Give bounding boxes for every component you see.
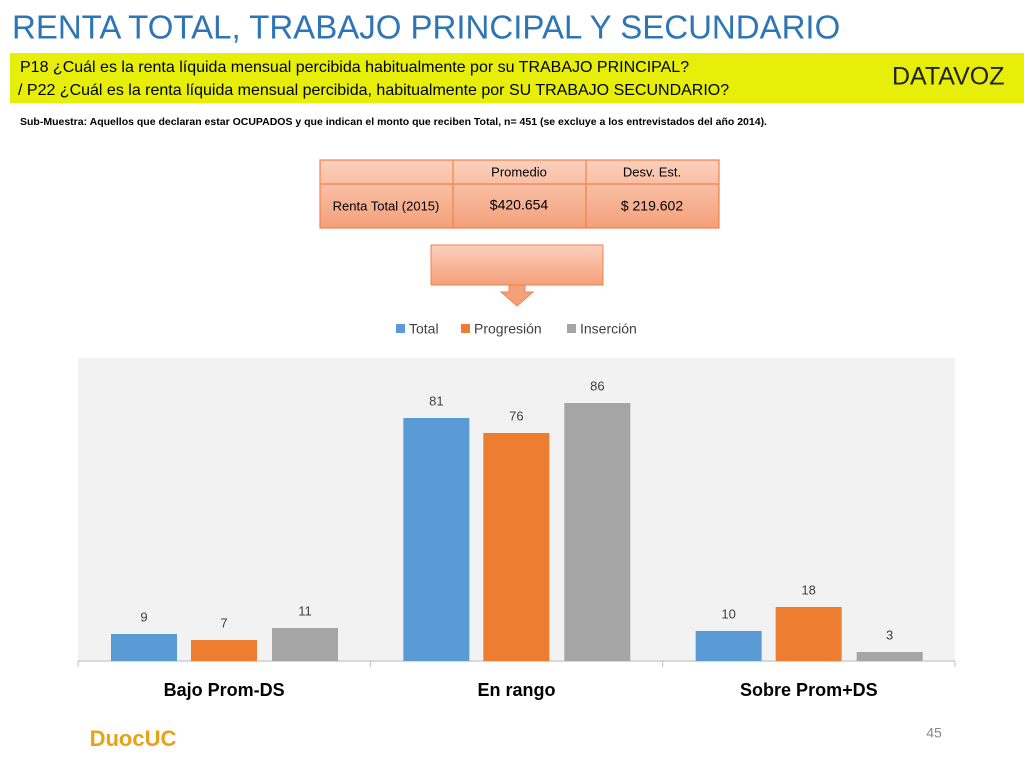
legend-swatch — [461, 324, 470, 333]
data-label: 11 — [298, 603, 312, 618]
bar — [775, 607, 842, 661]
logo: DATAVOZ — [892, 63, 1005, 91]
category-label: En rango — [477, 680, 555, 700]
arrow — [499, 284, 535, 307]
data-label: 9 — [140, 609, 147, 624]
bar — [111, 634, 177, 661]
question: / P22 ¿Cuál es la renta líquida mensual … — [18, 82, 729, 99]
category-label: Sobre Prom+DS — [740, 680, 878, 700]
legend-label: Inserción — [580, 321, 637, 337]
data-label: 18 — [801, 582, 815, 597]
table-header: Promedio — [491, 164, 547, 179]
table-cell: $420.654 — [490, 197, 549, 213]
table-cell: Renta Total (2015) — [333, 198, 440, 213]
bar — [272, 628, 338, 661]
legend-label: Progresión — [474, 321, 542, 337]
category-label: Bajo Prom-DS — [164, 680, 285, 700]
data-label: 10 — [721, 606, 735, 621]
footer-logo: DuocUC — [90, 726, 177, 751]
note: Sub-Muestra: Aquellos que declaran estar… — [20, 116, 767, 128]
data-label: 76 — [509, 408, 523, 423]
table-header: Desv. Est. — [623, 164, 681, 179]
bar — [856, 652, 923, 661]
summary-table — [319, 159, 720, 229]
data-label: 7 — [220, 615, 227, 630]
bar — [403, 418, 470, 661]
page-number: 45 — [926, 725, 942, 741]
legend-swatch — [567, 324, 576, 333]
bar — [191, 640, 257, 661]
question: P18 ¿Cuál es la renta líquida mensual pe… — [20, 59, 689, 76]
bar — [483, 433, 550, 661]
data-label: 81 — [429, 393, 443, 408]
data-label: 86 — [590, 378, 604, 393]
legend-swatch — [396, 324, 405, 333]
data-label: 3 — [886, 627, 893, 642]
bar — [564, 403, 631, 661]
bar — [695, 631, 762, 661]
legend-label: Total — [409, 321, 439, 337]
table-bg — [319, 159, 720, 229]
table-cell: $ 219.602 — [621, 198, 683, 214]
title: RENTA TOTAL, TRABAJO PRINCIPAL Y SECUNDA… — [12, 9, 840, 46]
callout-box — [430, 244, 604, 286]
question-band — [10, 53, 1024, 103]
